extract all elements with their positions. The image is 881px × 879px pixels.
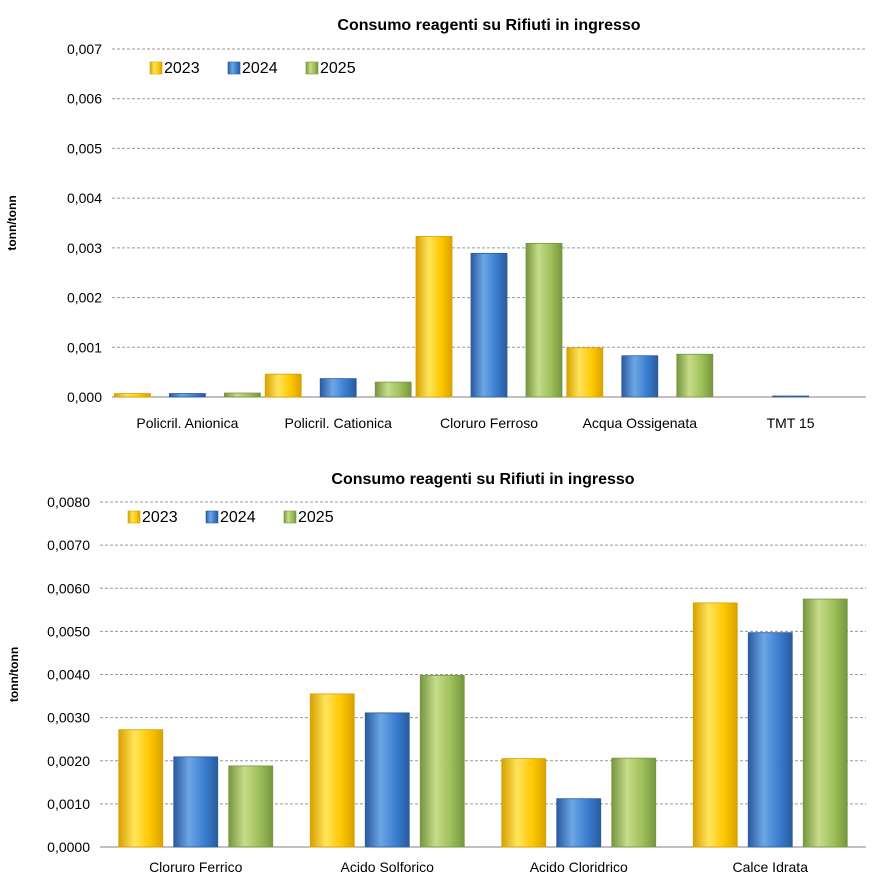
bar-2023 — [692, 602, 738, 848]
bar-2024 — [747, 632, 793, 848]
legend-label-2024: 2024 — [242, 60, 278, 77]
y-tick-label: 0,0070 — [47, 537, 90, 553]
y-tick-label: 0,0030 — [47, 710, 90, 726]
legend-swatch-2025 — [305, 61, 319, 75]
y-tick-label: 0,000 — [67, 389, 102, 405]
bar-2025 — [419, 674, 465, 848]
bar-2025 — [228, 765, 274, 848]
category-label: Calce Idrata — [733, 859, 809, 875]
y-tick-label: 0,0020 — [47, 753, 90, 769]
y-tick-label: 0,004 — [67, 190, 102, 206]
bar-2025 — [802, 598, 848, 848]
category-label: TMT 15 — [767, 415, 815, 431]
y-tick-label: 0,0050 — [47, 623, 90, 639]
bar-2024 — [173, 756, 219, 848]
legend-label-2023: 2023 — [164, 60, 200, 77]
y-tick-label: 0,005 — [67, 140, 102, 156]
legend-swatch-2024 — [227, 61, 241, 75]
y-axis-label: tonn/tonn — [5, 195, 19, 250]
y-tick-label: 0,0040 — [47, 667, 90, 683]
y-tick-label: 0,002 — [67, 290, 102, 306]
chart-svg: Consumo reagenti su Rifiuti in ingresso 0… — [5, 17, 866, 431]
bar-2025 — [525, 242, 563, 398]
bar-2024 — [364, 712, 410, 848]
legend-swatch-2025 — [283, 510, 297, 524]
y-tick-label: 0,0080 — [47, 494, 90, 510]
category-label: Policril. Cationica — [285, 415, 393, 431]
legend-label-2023: 2023 — [142, 509, 178, 526]
y-tick-label: 0,0060 — [47, 580, 90, 596]
bar-2024 — [319, 378, 357, 398]
chart-svg: Consumo reagenti su Rifiuti in ingresso 0… — [7, 471, 866, 875]
bar-2023 — [114, 393, 151, 398]
y-axis-label: tonn/tonn — [7, 647, 21, 702]
bar-2025 — [676, 353, 714, 398]
bar-2024 — [470, 252, 508, 398]
bar-2025 — [611, 757, 657, 848]
y-tick-label: 0,0000 — [47, 839, 90, 855]
category-label: Acido Cloridrico — [530, 859, 628, 875]
bar-2023 — [566, 347, 604, 398]
chart-bottom: Consumo reagenti su Rifiuti in ingresso 0… — [0, 440, 881, 879]
bar-2023 — [118, 729, 164, 848]
y-tick-label: 0,007 — [67, 41, 102, 57]
legend-swatch-2024 — [205, 510, 219, 524]
category-label: Cloruro Ferroso — [440, 415, 538, 431]
bar-2024 — [556, 798, 602, 848]
y-tick-label: 0,0010 — [47, 796, 90, 812]
bar-2023 — [264, 373, 302, 398]
y-tick-label: 0,006 — [67, 91, 102, 107]
legend-label-2024: 2024 — [220, 509, 256, 526]
category-label: Cloruro Ferrico — [149, 859, 243, 875]
chart-title: Consumo reagenti su Rifiuti in ingresso — [331, 471, 634, 488]
bar-2023 — [415, 236, 453, 398]
legend-label-2025: 2025 — [320, 60, 356, 77]
legend-swatch-2023 — [127, 510, 141, 524]
y-tick-label: 0,001 — [67, 339, 102, 355]
category-label: Policril. Anionica — [136, 415, 238, 431]
bar-2024 — [168, 393, 206, 398]
bar-2023 — [309, 693, 355, 848]
bar-2024 — [621, 355, 659, 398]
bar-2024 — [772, 395, 809, 398]
legend-label-2025: 2025 — [298, 509, 334, 526]
bar-2025 — [374, 381, 412, 398]
bar-2023 — [501, 758, 547, 848]
chart-top: Consumo reagenti su Rifiuti in ingresso 0… — [5, 17, 866, 431]
category-label: Acqua Ossigenata — [583, 415, 698, 431]
bar-2025 — [223, 392, 261, 398]
category-label: Acido Solforico — [341, 859, 435, 875]
y-tick-label: 0,003 — [67, 240, 102, 256]
chart-title: Consumo reagenti su Rifiuti in ingresso — [337, 17, 640, 34]
legend-swatch-2023 — [149, 61, 163, 75]
